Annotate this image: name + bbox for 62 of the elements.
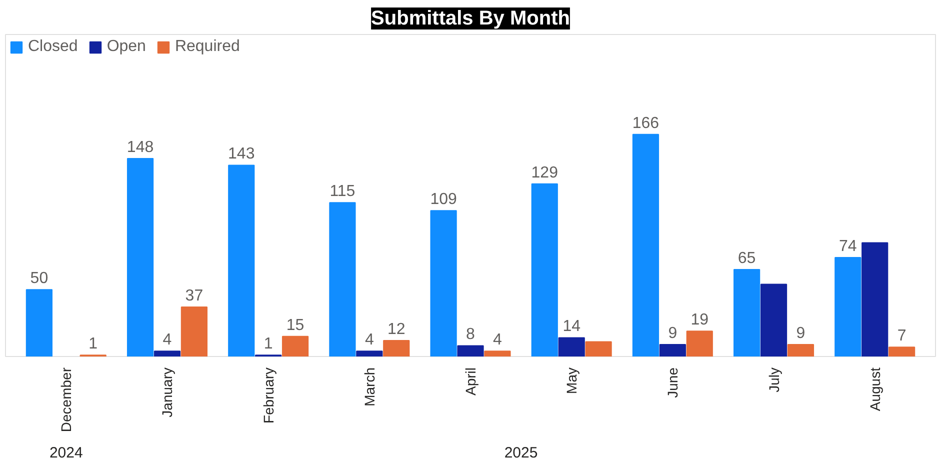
bar: [558, 337, 585, 356]
data-label: 9: [668, 324, 678, 342]
data-label: 109: [430, 191, 457, 208]
data-label: 4: [493, 331, 502, 348]
data-label: 12: [387, 320, 406, 338]
x-tick-label: June: [664, 367, 681, 398]
data-label: 1: [264, 336, 273, 352]
bar: [356, 350, 383, 356]
bar: [228, 164, 255, 356]
legend-label: Closed: [28, 38, 78, 56]
chart-title: Submittals By Month: [371, 8, 570, 30]
bar: [531, 183, 558, 356]
x-tick-label: August: [866, 367, 883, 412]
bar: [430, 210, 457, 356]
data-label: 9: [796, 324, 806, 342]
bar: [862, 242, 888, 356]
bar: [632, 134, 660, 356]
data-label: 50: [30, 270, 48, 287]
bar: [282, 336, 309, 356]
bar: [834, 257, 862, 356]
text: 2024: [49, 444, 83, 462]
data-label: 166: [632, 114, 660, 132]
data-label: 19: [690, 311, 709, 328]
data-label: 65: [738, 250, 756, 267]
bar: [26, 289, 52, 356]
legend-label: Required: [174, 38, 240, 56]
bar: [659, 344, 686, 356]
bar: [585, 341, 612, 356]
bar: [484, 350, 511, 356]
bar: [126, 158, 154, 356]
data-label: 37: [185, 287, 204, 304]
data-label: 4: [162, 331, 172, 348]
x-tick-label: February: [260, 367, 276, 424]
data-label: 15: [286, 316, 304, 334]
legend-label: Open: [106, 38, 146, 56]
x-tick-label: March: [361, 367, 378, 406]
bar: [383, 340, 410, 356]
bar: [329, 202, 356, 356]
x-tick-label: December: [58, 367, 74, 432]
x-tick-label: May: [564, 367, 580, 394]
bar: [180, 306, 208, 356]
data-label: 148: [126, 138, 154, 156]
bar: [734, 269, 760, 356]
bar: [888, 346, 916, 356]
bar: [787, 344, 814, 356]
x-tick-label: July: [766, 367, 782, 392]
data-label: 4: [364, 331, 374, 348]
data-label: 143: [228, 146, 255, 163]
x-tick-label: April: [462, 367, 478, 396]
text: 2025: [504, 444, 538, 462]
bar: [457, 345, 484, 356]
data-label: 1: [88, 336, 98, 352]
data-label: 74: [838, 238, 857, 255]
bar: [154, 350, 181, 356]
data-label: 129: [531, 164, 558, 182]
data-label: 115: [330, 182, 356, 200]
data-label: 7: [897, 327, 906, 344]
data-label: 14: [562, 318, 581, 336]
bar: [760, 284, 788, 356]
x-tick-label: January: [159, 367, 176, 418]
bar: [686, 330, 713, 356]
data-label: 8: [466, 326, 476, 344]
